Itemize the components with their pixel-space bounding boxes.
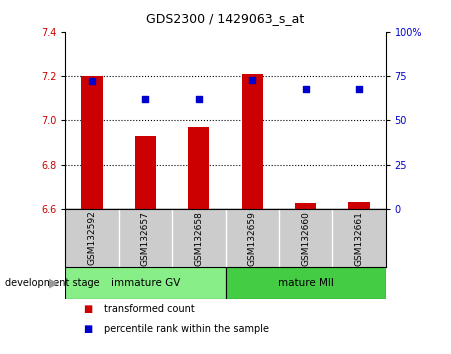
Text: GDS2300 / 1429063_s_at: GDS2300 / 1429063_s_at: [147, 12, 304, 25]
Bar: [188, 127, 210, 209]
Bar: [81, 76, 103, 209]
Text: percentile rank within the sample: percentile rank within the sample: [104, 324, 269, 334]
Text: GSM132659: GSM132659: [248, 211, 257, 266]
Text: GSM132661: GSM132661: [354, 211, 364, 266]
Bar: [226, 267, 386, 299]
Bar: [242, 74, 263, 209]
Text: ■: ■: [83, 324, 93, 334]
Text: GSM132657: GSM132657: [141, 211, 150, 266]
Text: ■: ■: [83, 304, 93, 314]
Point: [142, 96, 149, 102]
Bar: [348, 202, 370, 209]
Point: [88, 79, 96, 84]
Bar: [135, 136, 156, 209]
Text: GSM132592: GSM132592: [87, 211, 97, 266]
Text: mature MII: mature MII: [278, 278, 333, 288]
Point: [249, 77, 256, 82]
Text: ▶: ▶: [49, 277, 59, 290]
Point: [355, 86, 363, 91]
Text: transformed count: transformed count: [104, 304, 194, 314]
Point: [195, 96, 202, 102]
Text: GSM132658: GSM132658: [194, 211, 203, 266]
Text: development stage: development stage: [5, 278, 99, 288]
Bar: [295, 203, 316, 209]
Text: GSM132660: GSM132660: [301, 211, 310, 266]
Text: immature GV: immature GV: [111, 278, 180, 288]
Point: [302, 86, 309, 91]
Bar: [65, 267, 226, 299]
